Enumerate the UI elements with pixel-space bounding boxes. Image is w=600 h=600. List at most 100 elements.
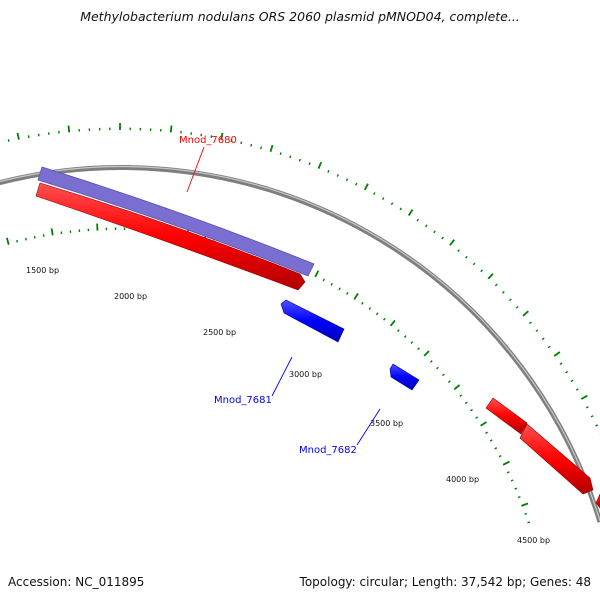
outer-tick-minor xyxy=(355,182,358,186)
outer-tick-major xyxy=(487,273,494,280)
inner-tick-minor xyxy=(494,447,498,450)
outer-tick-minor xyxy=(502,290,505,294)
gene-forward-6[interactable] xyxy=(595,493,600,509)
outer-tick-minor xyxy=(535,329,539,333)
outer-tick-minor xyxy=(7,139,10,142)
inner-tick-minor xyxy=(16,239,19,243)
inner-tick-minor xyxy=(517,495,521,499)
inner-tick-minor xyxy=(330,282,333,286)
outer-tick-minor xyxy=(575,388,579,391)
inner-tick-minor xyxy=(383,317,386,321)
accession-text: Accession: NC_011895 xyxy=(8,575,145,589)
outer-tick-minor xyxy=(230,139,233,142)
inner-tick-minor xyxy=(485,431,488,434)
outer-tick-major xyxy=(580,394,588,400)
outer-tick-minor xyxy=(480,269,484,273)
gene-mnod-7680[interactable] xyxy=(35,182,306,291)
outer-tick-minor xyxy=(289,155,292,159)
outer-tick-minor xyxy=(590,415,594,418)
outer-tick-minor xyxy=(399,207,402,211)
bp-label-3000: 3000 bp xyxy=(289,370,322,379)
outer-tick-minor xyxy=(595,424,599,427)
leader-mnod-7680 xyxy=(186,146,205,193)
inner-tick-major xyxy=(480,421,487,427)
outer-tick-minor xyxy=(260,146,263,150)
outer-tick-ring xyxy=(7,123,600,436)
gene-mnod-7681[interactable] xyxy=(280,299,345,343)
inner-tick-minor xyxy=(361,301,364,305)
inner-tick-minor xyxy=(338,287,341,291)
outer-tick-major xyxy=(169,125,173,133)
outer-tick-minor xyxy=(433,230,436,234)
gene-mnod-7682[interactable] xyxy=(389,363,420,391)
outer-tick-minor xyxy=(327,169,330,173)
inner-tick-minor xyxy=(489,439,493,442)
inner-tick-major xyxy=(50,228,54,236)
outer-tick-minor xyxy=(465,255,468,259)
bp-label-1500: 1500 bp xyxy=(26,266,59,275)
outer-tick-minor xyxy=(381,197,385,200)
leader-mnod-7681 xyxy=(271,356,293,397)
outer-tick-minor xyxy=(298,158,302,162)
inner-tick-minor xyxy=(403,335,407,338)
gene-label-mnod-7680: Mnod_7680 xyxy=(179,135,237,146)
outer-tick-minor xyxy=(279,152,282,155)
outer-tick-minor xyxy=(565,370,568,374)
outer-tick-minor xyxy=(547,345,551,349)
outer-tick-minor xyxy=(424,224,428,228)
inner-tick-minor xyxy=(368,307,372,310)
outer-tick-major xyxy=(449,239,456,246)
inner-tick-minor xyxy=(436,366,439,370)
outer-tick-major xyxy=(363,183,369,191)
inner-tick-major xyxy=(6,237,10,245)
inner-tick-minor xyxy=(459,394,463,397)
outer-tick-minor xyxy=(210,135,213,139)
inner-tick-minor xyxy=(510,479,514,482)
backbone-arc xyxy=(0,165,600,523)
inner-tick-minor xyxy=(470,408,473,412)
inner-tick-minor xyxy=(25,237,27,241)
outer-tick-minor xyxy=(345,178,349,182)
bp-label-4000: 4000 bp xyxy=(446,475,479,484)
outer-tick-major xyxy=(16,132,20,140)
inner-tick-minor xyxy=(346,292,349,295)
map-title: Methylobacterium nodulans ORS 2060 plasm… xyxy=(80,9,520,24)
inner-tick-minor xyxy=(322,278,326,282)
outer-tick-minor xyxy=(472,262,476,266)
outer-tick-minor xyxy=(541,337,545,341)
outer-tick-major xyxy=(220,132,224,140)
gene-label-mnod-7682: Mnod_7682 xyxy=(299,445,357,456)
inner-tick-minor xyxy=(33,235,36,239)
outer-tick-minor xyxy=(509,298,512,302)
outer-tick-major xyxy=(553,351,561,357)
inner-tick-minor xyxy=(375,312,379,316)
outer-tick-minor xyxy=(441,236,444,240)
inner-tick-minor xyxy=(498,454,502,458)
inner-tick-major xyxy=(353,293,359,300)
inner-tick-major xyxy=(314,270,320,278)
outer-tick-minor xyxy=(308,162,311,166)
outer-tick-major xyxy=(67,125,71,133)
gene-forward-5[interactable] xyxy=(519,423,594,495)
outer-tick-major xyxy=(522,310,529,317)
bp-label-3500: 3500 bp xyxy=(370,419,403,428)
inner-tick-minor xyxy=(514,487,518,490)
backbone-arc-highlight xyxy=(0,165,600,522)
outer-tick-minor xyxy=(494,283,498,287)
inner-tick-minor xyxy=(417,347,420,351)
inner-tick-minor xyxy=(524,512,528,515)
inner-tick-minor xyxy=(464,401,468,405)
gene-forward-4[interactable] xyxy=(485,397,528,435)
bp-label-2000: 2000 bp xyxy=(114,292,147,301)
inner-tick-minor xyxy=(442,373,445,377)
outer-tick-minor xyxy=(373,192,376,196)
outer-tick-minor xyxy=(336,174,339,177)
inner-tick-minor xyxy=(475,416,479,419)
inner-tick-minor xyxy=(429,360,433,363)
leader-mnod-7682 xyxy=(356,408,381,446)
outer-tick-minor xyxy=(457,249,460,253)
cds-feature-mnod-7680[interactable] xyxy=(37,166,315,277)
outer-tick-minor xyxy=(27,135,30,139)
outer-tick-minor xyxy=(559,362,563,365)
